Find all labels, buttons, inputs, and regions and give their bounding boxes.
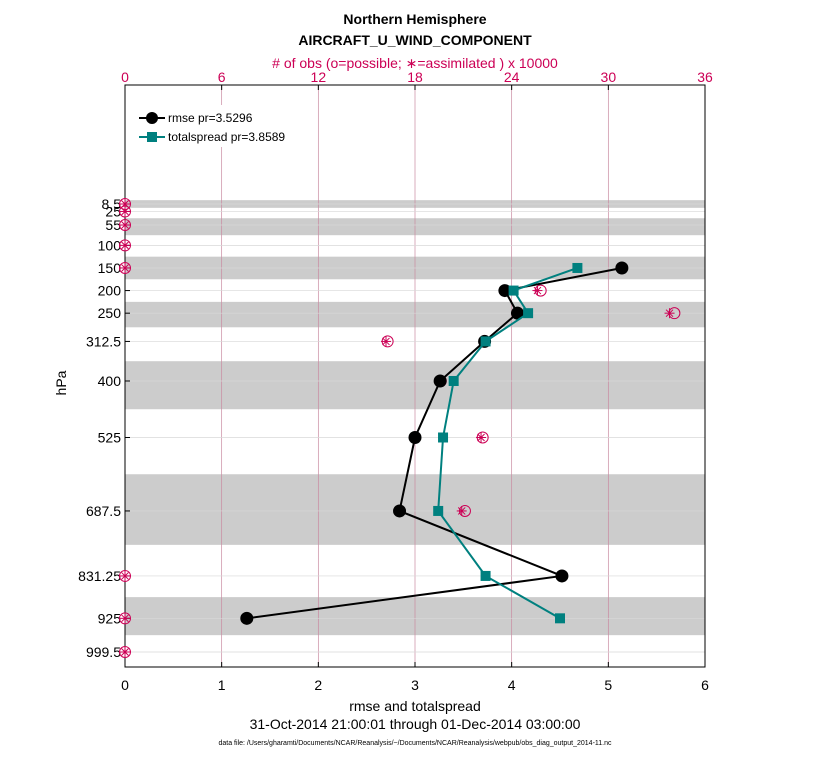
star-stroke — [457, 507, 466, 515]
x-tick-label: 1 — [218, 677, 226, 693]
top-tick-label: 30 — [601, 69, 617, 85]
y-tick-label: 687.5 — [86, 503, 121, 519]
star-stroke — [121, 648, 129, 656]
x-tick-label: 2 — [314, 677, 322, 693]
totalspread-point — [480, 570, 491, 581]
axes: 0 1 2 3 4 5 60 6 12 18 24 30 368.5255510015020025031… — [78, 69, 713, 693]
top-axis-label: # of obs (o=possible; ∗=assimilated ) x … — [272, 55, 558, 71]
star-stroke — [121, 241, 129, 250]
y-tick-label: 8.5 — [102, 196, 122, 212]
totalspread-point — [448, 375, 459, 386]
totalspread-point — [433, 505, 444, 516]
y-tick-label: 312.5 — [86, 333, 121, 349]
obs-possible-marker — [119, 219, 131, 232]
obs-assimilated-marker — [664, 308, 675, 319]
rmse-point — [510, 306, 524, 320]
obs-assimilated-marker — [120, 570, 130, 581]
y-tick-label: 250 — [98, 305, 122, 321]
y-tick-label: 25 — [105, 203, 121, 219]
x-tick-label: 5 — [604, 677, 612, 693]
y-tick-label: 925 — [98, 610, 122, 626]
top-tick-label: 12 — [311, 69, 327, 85]
obs-possible-marker — [119, 569, 131, 582]
x-axis-label: rmse and totalspread — [349, 698, 481, 714]
obs-possible-marker — [119, 205, 131, 218]
totalspread-point — [523, 308, 534, 319]
top-tick-label: 0 — [121, 69, 129, 85]
top-tick-label: 18 — [407, 69, 423, 85]
obs-assimilated-marker — [120, 613, 130, 624]
rmse-point — [393, 504, 407, 518]
star-stroke — [477, 433, 485, 442]
data-series — [240, 261, 629, 625]
obs-assimilated-marker — [120, 262, 130, 273]
y-tick-label: 150 — [98, 260, 122, 276]
chart-subtitle: AIRCRAFT_U_WIND_COMPONENT — [298, 32, 532, 48]
rmse-point — [408, 430, 422, 444]
totalspread-point — [508, 285, 519, 296]
legend: rmse pr=3.5296 totalspread pr=3.8589 — [133, 105, 313, 147]
x-tick-label: 4 — [508, 677, 516, 693]
chart-title: Northern Hemisphere — [343, 11, 486, 27]
rmse-point — [555, 569, 569, 583]
top-tick-label: 6 — [218, 69, 226, 85]
y-tick-label: 55 — [105, 217, 121, 233]
star-stroke — [121, 614, 129, 623]
obs-assimilated-marker — [476, 432, 487, 443]
star-stroke — [533, 286, 542, 295]
obs-possible-marker — [119, 261, 131, 274]
y-axis-label: hPa — [53, 370, 69, 395]
star-stroke — [121, 572, 129, 580]
legend-totalspread-marker — [147, 132, 157, 142]
y-tick-label: 100 — [98, 237, 122, 253]
y-tick-label: 400 — [98, 373, 122, 389]
star-stroke — [121, 207, 129, 216]
legend-box — [133, 105, 313, 147]
totalspread-point — [438, 432, 449, 443]
obs-assimilated-marker — [456, 505, 467, 516]
y-tick-label: 999.5 — [86, 644, 121, 660]
obs-assimilated-marker — [532, 285, 543, 296]
top-tick-label: 36 — [697, 69, 713, 85]
legend-rmse-label: rmse pr=3.5296 — [168, 111, 253, 125]
obs-assimilated-marker — [120, 647, 130, 657]
obs-possible-marker — [119, 239, 131, 252]
footer-data-file: data file: /Users/gharamti/Documents/NCA… — [218, 740, 612, 747]
x-tick-label: 0 — [121, 677, 129, 693]
rmse-point — [615, 261, 629, 275]
rmse-point — [433, 374, 447, 388]
obs-assimilated-marker — [120, 240, 130, 251]
totalspread-point — [572, 262, 583, 273]
totalspread-point — [555, 613, 565, 624]
rmse-point — [240, 611, 254, 625]
totalspread-point — [480, 336, 491, 347]
obs-assimilated-marker — [120, 220, 130, 231]
x-tick-label: 3 — [411, 677, 419, 693]
obs-assimilated-marker — [120, 206, 130, 217]
obs-possible-marker — [119, 646, 131, 658]
y-tick-label: 200 — [98, 283, 122, 299]
rmse-point — [498, 284, 512, 298]
chart-labels: Northern Hemisphere AIRCRAFT_U_WIND_COMP… — [53, 11, 612, 747]
y-tick-label: 831.25 — [78, 568, 121, 584]
footer-date-range: 31-Oct-2014 21:00:01 through 01-Dec-2014… — [250, 716, 581, 732]
obs-assimilated-marker — [381, 336, 391, 347]
x-tick-label: 6 — [701, 677, 709, 693]
obs-possible-marker — [119, 612, 131, 625]
star-stroke — [121, 221, 129, 229]
star-stroke — [121, 264, 129, 272]
star-stroke — [382, 337, 390, 346]
y-tick-label: 525 — [98, 429, 122, 445]
legend-totalspread-label: totalspread pr=3.8589 — [168, 130, 285, 144]
top-tick-label: 24 — [504, 69, 520, 85]
star-stroke — [665, 309, 674, 318]
legend-rmse-marker — [146, 112, 158, 124]
